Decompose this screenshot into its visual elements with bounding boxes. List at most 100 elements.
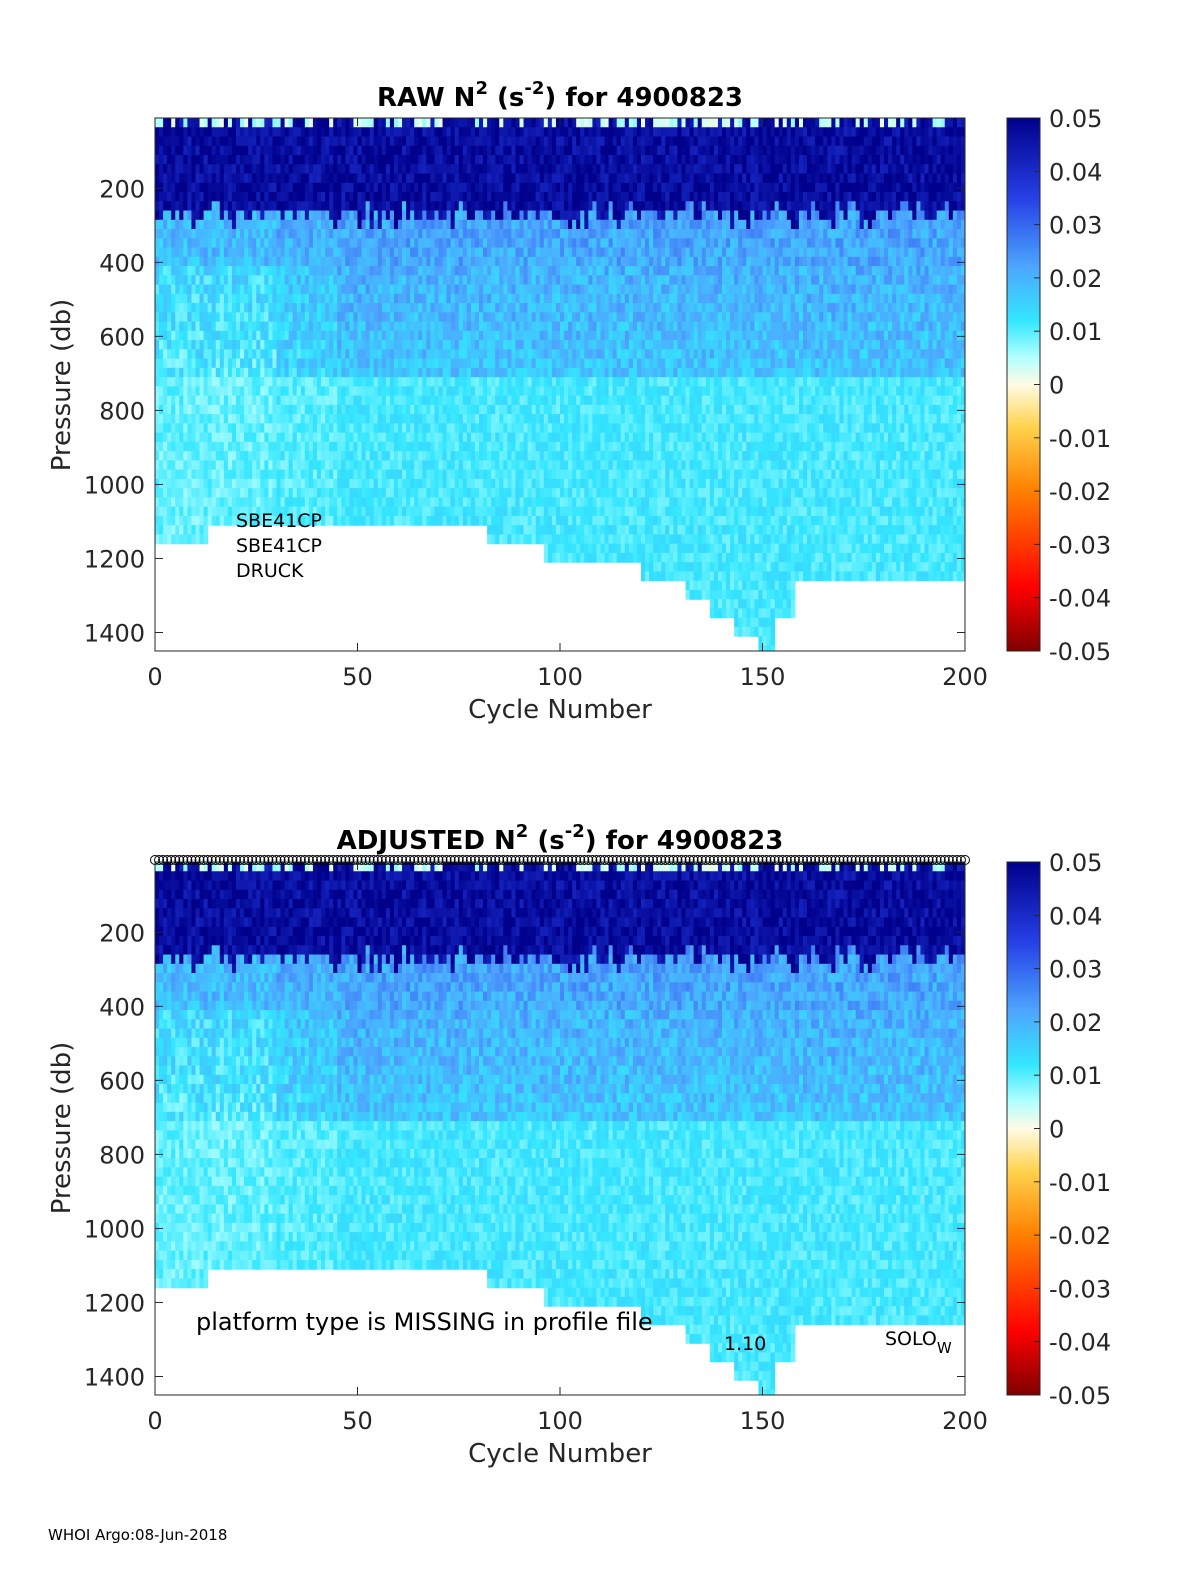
- heatmap-cell: [211, 349, 217, 360]
- heatmap-cell: [555, 451, 561, 461]
- heatmap-cell: [495, 340, 500, 350]
- heatmap-cell: [572, 247, 577, 258]
- heatmap-cell: [260, 303, 265, 313]
- heatmap-cell: [535, 155, 541, 165]
- heatmap-cell: [410, 219, 415, 230]
- heatmap-cell: [442, 321, 448, 332]
- heatmap-cell: [159, 275, 164, 286]
- heatmap-cell: [434, 284, 440, 295]
- heatmap-cell: [175, 414, 180, 424]
- heatmap-cell: [268, 201, 274, 212]
- heatmap-cell: [414, 340, 419, 350]
- heatmap-cell: [280, 414, 286, 424]
- heatmap-cell: [321, 367, 326, 378]
- heatmap-cell: [195, 330, 201, 341]
- heatmap-cell: [418, 275, 423, 286]
- heatmap-cell: [474, 414, 480, 424]
- heatmap-cell: [564, 414, 569, 424]
- heatmap-cell: [292, 321, 298, 332]
- heatmap-cell: [183, 303, 188, 313]
- heatmap-cell: [203, 534, 209, 545]
- heatmap-cell: [588, 386, 593, 397]
- heatmap-cell: [325, 284, 330, 295]
- heatmap-cell: [398, 201, 403, 212]
- heatmap-cell: [479, 515, 484, 526]
- heatmap-cell: [507, 506, 512, 517]
- heatmap-cell: [531, 127, 537, 138]
- heatmap-cell: [240, 312, 245, 323]
- heatmap-cell: [357, 229, 363, 239]
- heatmap-cell: [580, 321, 585, 332]
- heatmap-cell: [588, 404, 593, 415]
- heatmap-cell: [231, 367, 237, 378]
- heatmap-cell: [588, 543, 593, 554]
- heatmap-cell: [155, 145, 160, 156]
- heatmap-cell: [215, 238, 221, 249]
- heatmap-cell: [438, 136, 444, 147]
- heatmap-cell: [389, 247, 395, 258]
- heatmap-cell: [349, 256, 355, 267]
- heatmap-cell: [499, 127, 504, 138]
- heatmap-cell: [280, 506, 286, 517]
- heatmap-cell: [426, 201, 431, 212]
- heatmap-cell: [199, 284, 205, 295]
- heatmap-cell: [539, 534, 545, 545]
- heatmap-cell: [268, 340, 274, 350]
- heatmap-cell: [317, 173, 322, 184]
- heatmap-cell: [231, 275, 237, 286]
- heatmap-cell: [511, 534, 517, 545]
- heatmap-cell: [418, 395, 423, 406]
- heatmap-cell: [175, 210, 180, 221]
- heatmap-cell: [511, 432, 517, 443]
- heatmap-cell: [426, 478, 431, 489]
- heatmap-cell: [268, 469, 274, 480]
- heatmap-cell: [503, 321, 508, 332]
- heatmap-cell: [207, 377, 213, 387]
- heatmap-cell: [434, 432, 440, 443]
- heatmap-cell: [163, 525, 168, 535]
- heatmap-cell: [418, 478, 423, 489]
- heatmap-cell: [317, 469, 322, 480]
- heatmap-cell: [219, 330, 225, 341]
- heatmap-cell: [223, 136, 229, 147]
- heatmap-cell: [555, 423, 561, 434]
- heatmap-cell: [483, 238, 488, 249]
- heatmap-cell: [268, 451, 274, 461]
- heatmap-cell: [580, 525, 585, 535]
- heatmap-cell: [503, 219, 508, 230]
- heatmap-cell: [195, 145, 201, 156]
- heatmap-cell: [304, 192, 310, 202]
- heatmap-cell: [321, 182, 326, 193]
- heatmap-cell: [321, 469, 326, 480]
- heatmap-cell: [539, 210, 545, 221]
- heatmap-cell: [292, 432, 298, 443]
- heatmap-cell: [450, 358, 456, 369]
- heatmap-cell: [454, 432, 460, 443]
- heatmap-cell: [236, 349, 241, 360]
- heatmap-cell: [227, 423, 233, 434]
- heatmap-cell: [438, 497, 444, 508]
- heatmap-cell: [487, 358, 492, 369]
- heatmap-cell: [211, 238, 217, 249]
- heatmap-cell: [385, 201, 391, 212]
- heatmap-cell: [268, 404, 274, 415]
- heatmap-cell: [219, 488, 225, 498]
- heatmap-cell: [199, 173, 205, 184]
- heatmap-cell: [353, 358, 359, 369]
- heatmap-cell: [264, 515, 269, 526]
- heatmap-cell: [474, 275, 480, 286]
- heatmap-cell: [479, 155, 484, 165]
- heatmap-cell: [511, 192, 517, 202]
- heatmap-cell: [446, 201, 452, 212]
- heatmap-cell: [527, 515, 533, 526]
- heatmap-cell: [572, 543, 577, 554]
- heatmap-cell: [296, 469, 302, 480]
- heatmap-cell: [179, 136, 184, 147]
- heatmap-cell: [321, 386, 326, 397]
- heatmap-cell: [260, 210, 265, 221]
- heatmap-cell: [191, 414, 197, 424]
- heatmap-cell: [547, 321, 553, 332]
- heatmap-cell: [568, 238, 573, 249]
- heatmap-cell: [308, 303, 314, 313]
- heatmap-cell: [519, 275, 525, 286]
